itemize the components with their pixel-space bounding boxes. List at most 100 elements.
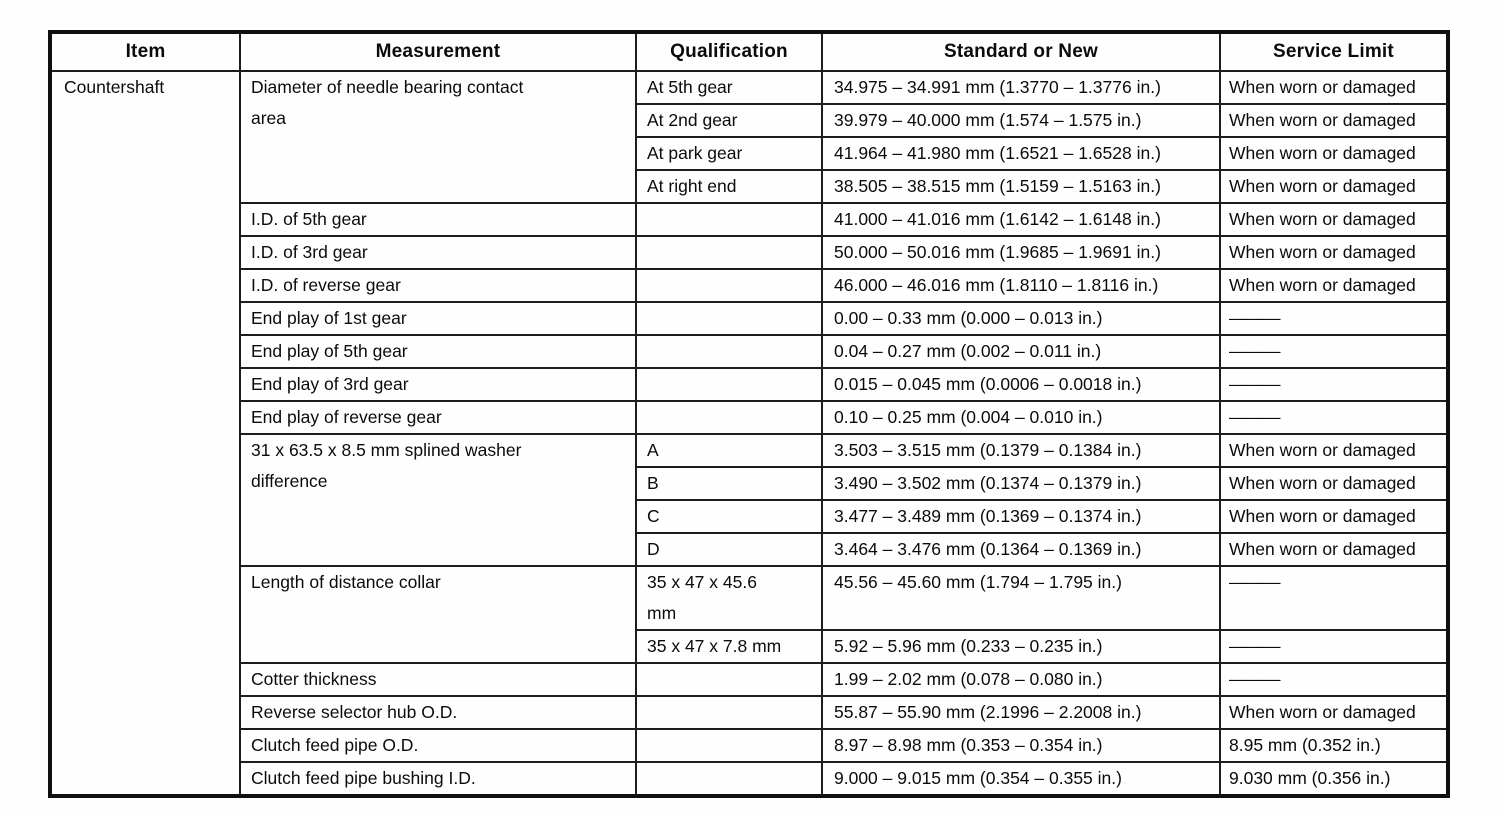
standard-cell: 41.000 – 41.016 mm (1.6142 – 1.6148 in.) bbox=[821, 202, 1221, 237]
table-row: Cotter thickness 1.99 – 2.02 mm (0.078 –… bbox=[50, 662, 1449, 697]
qualification-cell bbox=[635, 301, 823, 336]
measurement-cell: End play of 5th gear bbox=[239, 334, 637, 369]
table-row: Clutch feed pipe bushing I.D. 9.000 – 9.… bbox=[50, 761, 1449, 797]
standard-cell: 34.975 – 34.991 mm (1.3770 – 1.3776 in.) bbox=[821, 70, 1221, 105]
table-row: C 3.477 – 3.489 mm (0.1369 – 0.1374 in.)… bbox=[50, 499, 1449, 534]
service-limit-cell: ——— bbox=[1219, 565, 1449, 631]
col-header-qualification: Qualification bbox=[635, 31, 823, 72]
measurement-cell: Cotter thickness bbox=[239, 662, 637, 697]
service-limit-cell: When worn or damaged bbox=[1219, 70, 1449, 105]
service-limit-cell: When worn or damaged bbox=[1219, 532, 1449, 567]
service-limit-cell: ——— bbox=[1219, 629, 1449, 664]
qualification-cell bbox=[635, 202, 823, 237]
table-row: At park gear 41.964 – 41.980 mm (1.6521 … bbox=[50, 136, 1449, 171]
measurement-cell: End play of 3rd gear bbox=[239, 367, 637, 402]
table-row: End play of 3rd gear 0.015 – 0.045 mm (0… bbox=[50, 367, 1449, 402]
qualification-cell bbox=[635, 400, 823, 435]
standard-cell: 0.10 – 0.25 mm (0.004 – 0.010 in.) bbox=[821, 400, 1221, 435]
service-limit-cell: ——— bbox=[1219, 334, 1449, 369]
service-limit-cell: ——— bbox=[1219, 662, 1449, 697]
measurement-cell: End play of 1st gear bbox=[239, 301, 637, 336]
table-row: I.D. of 3rd gear 50.000 – 50.016 mm (1.9… bbox=[50, 235, 1449, 270]
col-header-item: Item bbox=[49, 31, 241, 72]
table-row: Length of distance collar 35 x 47 x 45.6… bbox=[50, 565, 1449, 664]
standard-cell: 50.000 – 50.016 mm (1.9685 – 1.9691 in.) bbox=[821, 235, 1221, 270]
service-limit-cell: When worn or damaged bbox=[1219, 433, 1449, 468]
service-limit-cell: When worn or damaged bbox=[1219, 202, 1449, 237]
table-row: D 3.464 – 3.476 mm (0.1364 – 0.1369 in.)… bbox=[50, 532, 1449, 567]
standard-cell: 3.503 – 3.515 mm (0.1379 – 0.1384 in.) bbox=[821, 433, 1221, 468]
table-row: B 3.490 – 3.502 mm (0.1374 – 0.1379 in.)… bbox=[50, 466, 1449, 501]
qualification-cell: At park gear bbox=[635, 136, 823, 171]
item-cell: Countershaft bbox=[49, 70, 241, 797]
standard-cell: 39.979 – 40.000 mm (1.574 – 1.575 in.) bbox=[821, 103, 1221, 138]
measurement-cell: Clutch feed pipe bushing I.D. bbox=[239, 761, 637, 797]
standard-cell: 0.04 – 0.27 mm (0.002 – 0.011 in.) bbox=[821, 334, 1221, 369]
measurement-cell: I.D. of 3rd gear bbox=[239, 235, 637, 270]
qualification-cell: 35 x 47 x 45.6 mm bbox=[635, 565, 823, 631]
service-limit-cell: ——— bbox=[1219, 301, 1449, 336]
col-header-service-limit: Service Limit bbox=[1219, 31, 1449, 72]
measurement-cell: I.D. of reverse gear bbox=[239, 268, 637, 303]
table-row: Countershaft Diameter of needle bearing … bbox=[49, 70, 1449, 797]
standard-cell: 38.505 – 38.515 mm (1.5159 – 1.5163 in.) bbox=[821, 169, 1221, 204]
col-header-standard-or-new: Standard or New bbox=[821, 31, 1221, 72]
measurement-cell: Reverse selector hub O.D. bbox=[239, 695, 637, 730]
service-limit-cell: ——— bbox=[1219, 367, 1449, 402]
qualification-cell: B bbox=[635, 466, 823, 501]
service-limit-cell: 8.95 mm (0.352 in.) bbox=[1219, 728, 1449, 763]
standard-cell: 46.000 – 46.016 mm (1.8110 – 1.8116 in.) bbox=[821, 268, 1221, 303]
standard-cell: 3.477 – 3.489 mm (0.1369 – 0.1374 in.) bbox=[821, 499, 1221, 534]
spec-table: Item Measurement Qualification Standard … bbox=[48, 30, 1450, 798]
table-row: End play of 1st gear 0.00 – 0.33 mm (0.0… bbox=[50, 301, 1449, 336]
qualification-cell bbox=[635, 761, 823, 797]
qualification-cell bbox=[635, 367, 823, 402]
standard-cell: 8.97 – 8.98 mm (0.353 – 0.354 in.) bbox=[821, 728, 1221, 763]
standard-cell: 1.99 – 2.02 mm (0.078 – 0.080 in.) bbox=[821, 662, 1221, 697]
standard-cell: 9.000 – 9.015 mm (0.354 – 0.355 in.) bbox=[821, 761, 1221, 797]
standard-cell: 45.56 – 45.60 mm (1.794 – 1.795 in.) bbox=[821, 565, 1221, 631]
measurement-cell: Diameter of needle bearing contact area bbox=[239, 70, 637, 204]
table-row: End play of 5th gear 0.04 – 0.27 mm (0.0… bbox=[50, 334, 1449, 369]
service-limit-cell: When worn or damaged bbox=[1219, 268, 1449, 303]
qualification-cell: D bbox=[635, 532, 823, 567]
qualification-cell: At right end bbox=[635, 169, 823, 204]
measurement-cell: I.D. of 5th gear bbox=[239, 202, 637, 237]
table-row: End play of reverse gear 0.10 – 0.25 mm … bbox=[50, 400, 1449, 435]
measurement-cell: 31 x 63.5 x 8.5 mm splined washer differ… bbox=[239, 433, 637, 567]
qualification-cell: 35 x 47 x 7.8 mm bbox=[635, 629, 823, 664]
qualification-cell: C bbox=[635, 499, 823, 534]
service-limit-cell: When worn or damaged bbox=[1219, 235, 1449, 270]
measurement-cell: Length of distance collar bbox=[239, 565, 637, 664]
standard-cell: 41.964 – 41.980 mm (1.6521 – 1.6528 in.) bbox=[821, 136, 1221, 171]
service-limit-cell: When worn or damaged bbox=[1219, 103, 1449, 138]
qualification-cell bbox=[635, 662, 823, 697]
table-row: Clutch feed pipe O.D. 8.97 – 8.98 mm (0.… bbox=[50, 728, 1449, 763]
qualification-cell: At 5th gear bbox=[635, 70, 823, 105]
table-row: At 2nd gear 39.979 – 40.000 mm (1.574 – … bbox=[50, 103, 1449, 138]
standard-cell: 55.87 – 55.90 mm (2.1996 – 2.2008 in.) bbox=[821, 695, 1221, 730]
service-limit-cell: 9.030 mm (0.356 in.) bbox=[1219, 761, 1449, 797]
table-row: I.D. of reverse gear 46.000 – 46.016 mm … bbox=[50, 268, 1449, 303]
table-row: At right end 38.505 – 38.515 mm (1.5159 … bbox=[50, 169, 1449, 204]
qualification-cell bbox=[635, 235, 823, 270]
table-row: I.D. of 5th gear 41.000 – 41.016 mm (1.6… bbox=[50, 202, 1449, 237]
qualification-cell bbox=[635, 268, 823, 303]
qualification-cell bbox=[635, 728, 823, 763]
header-row: Item Measurement Qualification Standard … bbox=[49, 31, 1449, 72]
standard-cell: 3.464 – 3.476 mm (0.1364 – 0.1369 in.) bbox=[821, 532, 1221, 567]
measurement-cell: End play of reverse gear bbox=[239, 400, 637, 435]
measurement-cell: Clutch feed pipe O.D. bbox=[239, 728, 637, 763]
table-row: 35 x 47 x 7.8 mm 5.92 – 5.96 mm (0.233 –… bbox=[50, 629, 1449, 664]
table-row: 31 x 63.5 x 8.5 mm splined washer differ… bbox=[50, 433, 1449, 567]
service-limit-cell: When worn or damaged bbox=[1219, 466, 1449, 501]
qualification-cell: A bbox=[635, 433, 823, 468]
qualification-cell bbox=[635, 334, 823, 369]
standard-cell: 5.92 – 5.96 mm (0.233 – 0.235 in.) bbox=[821, 629, 1221, 664]
service-limit-cell: When worn or damaged bbox=[1219, 136, 1449, 171]
service-limit-cell: When worn or damaged bbox=[1219, 695, 1449, 730]
service-limit-cell: When worn or damaged bbox=[1219, 499, 1449, 534]
standard-cell: 0.00 – 0.33 mm (0.000 – 0.013 in.) bbox=[821, 301, 1221, 336]
col-header-measurement: Measurement bbox=[239, 31, 637, 72]
service-limit-cell: ——— bbox=[1219, 400, 1449, 435]
